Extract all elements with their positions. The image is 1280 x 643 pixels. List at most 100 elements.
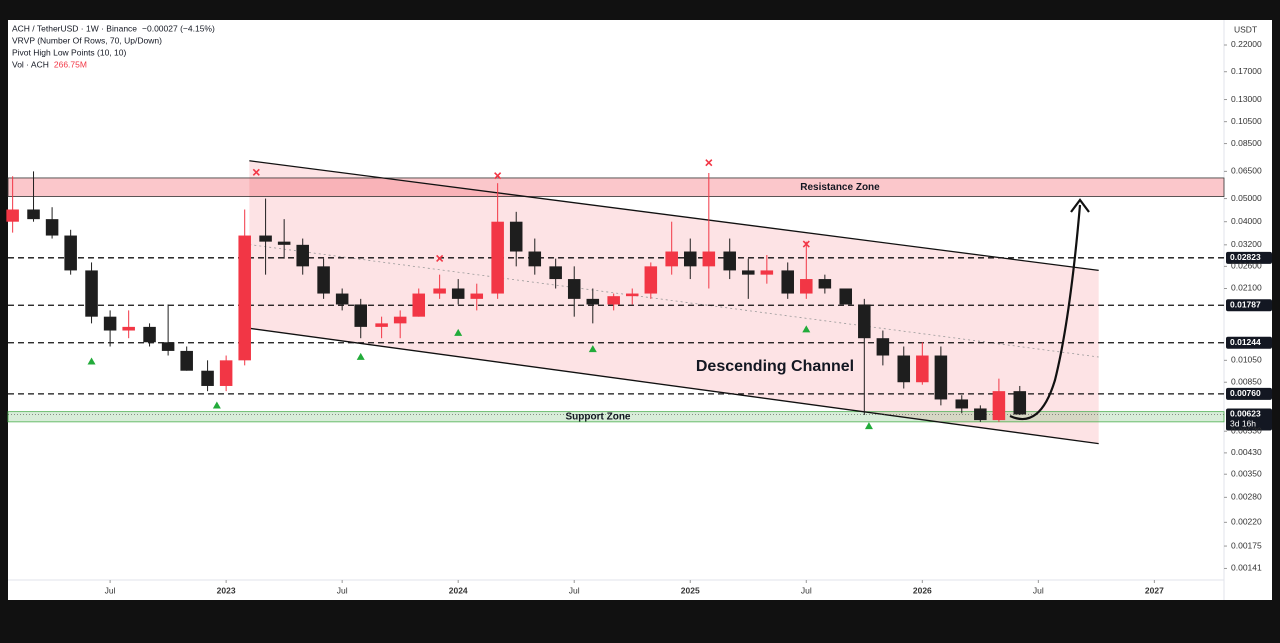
currency: USDT — [1234, 24, 1257, 34]
x-tick-label: 2024 — [449, 585, 468, 595]
pivot-high — [252, 168, 260, 176]
level-tag — [1226, 387, 1272, 400]
y-tick-label: 0.17000 — [1231, 66, 1262, 76]
candles — [6, 171, 1027, 422]
y-tick-label: 0.00530 — [1231, 425, 1262, 435]
pivot-high — [436, 254, 444, 263]
candle-body — [781, 270, 794, 294]
candle-body — [6, 209, 19, 222]
candle-body — [607, 296, 620, 305]
x-tick-label: 2026 — [913, 585, 932, 595]
y-tick-label: 0.05000 — [1231, 193, 1262, 203]
candle-body — [451, 288, 465, 299]
candle-body — [27, 209, 40, 220]
candle-body — [876, 338, 890, 356]
plot-background — [8, 20, 1272, 600]
candle-body — [201, 370, 214, 386]
y-tick-label: 0.06500 — [1231, 166, 1262, 176]
indicator: Pivot High Low Points (10, 10) — [12, 47, 127, 57]
candle-body — [412, 293, 426, 317]
candle-body — [393, 316, 407, 324]
y-tick-label: 0.04000 — [1231, 216, 1262, 226]
y-tick-label: 0.00175 — [1231, 540, 1262, 550]
pivot-high — [705, 159, 713, 167]
y-tick-label: 0.00350 — [1231, 468, 1262, 478]
volume-value: 266.75M — [54, 59, 87, 69]
candle-body — [103, 316, 117, 331]
level-label: 0.01787 — [1230, 299, 1261, 309]
channel-fill — [249, 160, 1099, 444]
candle-body — [470, 293, 484, 299]
candle-body — [122, 326, 135, 331]
level-tag — [1226, 336, 1272, 349]
candle-body — [1013, 391, 1027, 415]
forecast-arrow-head — [1070, 198, 1090, 213]
symbol: ACH / TetherUSD · 1W · Binance — [12, 23, 137, 33]
candle-body — [702, 251, 716, 267]
pivot-low — [356, 352, 365, 360]
x-tick-label: Jul — [801, 585, 812, 595]
x-tick-label: 2025 — [681, 585, 700, 595]
candle-body — [296, 244, 309, 267]
level-tag — [1226, 299, 1272, 312]
y-tick-label: 0.00430 — [1231, 447, 1262, 457]
candle-body — [219, 360, 233, 386]
pivot-low — [454, 328, 463, 336]
candle-body — [955, 399, 969, 409]
pivot-high — [802, 240, 810, 248]
level-label: 0.01244 — [1230, 337, 1261, 347]
pivot-low — [864, 422, 873, 430]
candle-body — [375, 323, 388, 327]
level-label: 0.00760 — [1230, 388, 1261, 398]
pivot-low — [802, 325, 811, 333]
candle-body — [354, 304, 367, 327]
pivot-low — [87, 357, 96, 365]
zones — [7, 160, 1225, 445]
candle-body — [161, 342, 175, 351]
candle-body — [625, 293, 639, 297]
candle-body — [143, 326, 156, 343]
candle-body — [974, 408, 987, 421]
candle-body — [180, 350, 193, 371]
current-price-label: 0.00623 — [1230, 409, 1261, 419]
candle-body — [897, 355, 911, 383]
candle-body — [818, 279, 832, 289]
candle-body — [85, 270, 98, 317]
y-tick-label: 0.00220 — [1231, 517, 1262, 527]
candle-body — [567, 279, 581, 299]
candle-body — [586, 298, 600, 305]
y-tick-label: 0.00141 — [1231, 563, 1262, 573]
pivot-high — [494, 172, 502, 180]
y-tick-label: 0.02600 — [1231, 261, 1262, 271]
price-change: −0.00027 (−4.15%) — [142, 23, 215, 33]
candle-body — [916, 355, 929, 383]
level-label: 0.02823 — [1230, 252, 1261, 262]
y-tick-label: 0.13000 — [1231, 94, 1262, 104]
support-label: Support Zone — [566, 411, 631, 422]
candle-body — [760, 270, 774, 275]
resistance-zone — [7, 177, 1225, 197]
candle-body — [839, 288, 853, 305]
candle-body — [509, 221, 523, 252]
candle-body — [335, 293, 349, 305]
level-tag — [1226, 251, 1272, 264]
candle-body — [683, 251, 697, 267]
x-tick-label: Jul — [105, 585, 116, 595]
candle-body — [858, 304, 871, 339]
x-tick-label: 2027 — [1145, 585, 1164, 595]
forecast-arrow — [1009, 204, 1082, 421]
countdown: 3d 16h — [1230, 419, 1256, 429]
x-tick-label: Jul — [569, 585, 580, 595]
pivot-low — [588, 345, 597, 353]
y-tick-label: 0.02100 — [1231, 283, 1262, 293]
candle-body — [433, 288, 446, 294]
channel-label: Descending Channel — [696, 358, 854, 375]
x-tick-label: 2023 — [217, 585, 236, 595]
candle-body — [277, 241, 291, 245]
candle-body — [934, 355, 948, 400]
current-price-tag — [1226, 408, 1272, 431]
x-tick-label: Jul — [1033, 585, 1044, 595]
candle-body — [800, 279, 813, 294]
